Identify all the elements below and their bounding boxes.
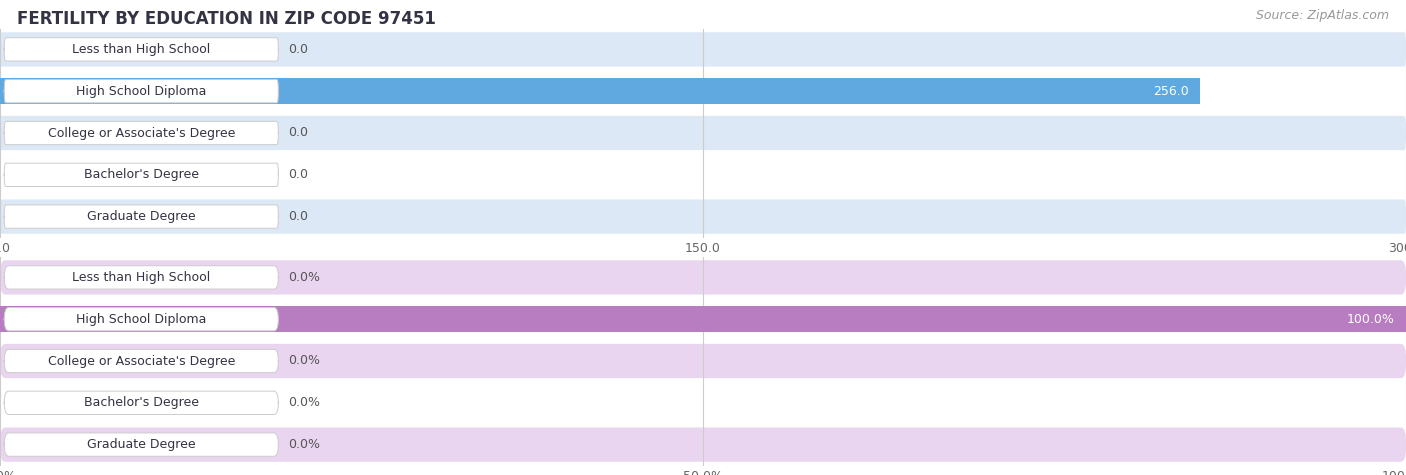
Text: FERTILITY BY EDUCATION IN ZIP CODE 97451: FERTILITY BY EDUCATION IN ZIP CODE 97451 — [17, 10, 436, 28]
FancyBboxPatch shape — [0, 32, 1406, 66]
Text: Less than High School: Less than High School — [72, 271, 211, 284]
Bar — [0, 78, 1199, 104]
Text: Source: ZipAtlas.com: Source: ZipAtlas.com — [1256, 10, 1389, 22]
Text: 100.0%: 100.0% — [1347, 313, 1395, 326]
Text: 256.0: 256.0 — [1153, 85, 1188, 98]
FancyBboxPatch shape — [4, 433, 278, 456]
FancyBboxPatch shape — [4, 79, 278, 103]
FancyBboxPatch shape — [0, 158, 1406, 192]
Text: 0.0: 0.0 — [288, 210, 308, 223]
Text: Bachelor's Degree: Bachelor's Degree — [84, 168, 198, 181]
FancyBboxPatch shape — [4, 307, 278, 331]
Bar — [0, 306, 1406, 332]
FancyBboxPatch shape — [0, 260, 1406, 294]
Text: Bachelor's Degree: Bachelor's Degree — [84, 396, 198, 409]
FancyBboxPatch shape — [0, 344, 1406, 378]
Text: 0.0%: 0.0% — [288, 354, 321, 368]
Text: 0.0: 0.0 — [288, 126, 308, 140]
FancyBboxPatch shape — [4, 391, 278, 415]
FancyBboxPatch shape — [4, 163, 278, 187]
FancyBboxPatch shape — [4, 266, 278, 289]
Text: Graduate Degree: Graduate Degree — [87, 438, 195, 451]
FancyBboxPatch shape — [0, 428, 1406, 462]
Text: Graduate Degree: Graduate Degree — [87, 210, 195, 223]
Text: 0.0%: 0.0% — [288, 438, 321, 451]
Text: 0.0%: 0.0% — [288, 396, 321, 409]
Text: 0.0: 0.0 — [288, 168, 308, 181]
FancyBboxPatch shape — [0, 74, 1406, 108]
FancyBboxPatch shape — [0, 200, 1406, 234]
FancyBboxPatch shape — [4, 121, 278, 145]
Text: 0.0%: 0.0% — [288, 271, 321, 284]
FancyBboxPatch shape — [4, 205, 278, 228]
Text: 0.0: 0.0 — [288, 43, 308, 56]
FancyBboxPatch shape — [0, 116, 1406, 150]
FancyBboxPatch shape — [4, 38, 278, 61]
Text: High School Diploma: High School Diploma — [76, 85, 207, 98]
FancyBboxPatch shape — [4, 349, 278, 373]
FancyBboxPatch shape — [0, 386, 1406, 420]
Text: Less than High School: Less than High School — [72, 43, 211, 56]
FancyBboxPatch shape — [0, 302, 1406, 336]
Text: College or Associate's Degree: College or Associate's Degree — [48, 354, 235, 368]
Text: High School Diploma: High School Diploma — [76, 313, 207, 326]
Text: College or Associate's Degree: College or Associate's Degree — [48, 126, 235, 140]
